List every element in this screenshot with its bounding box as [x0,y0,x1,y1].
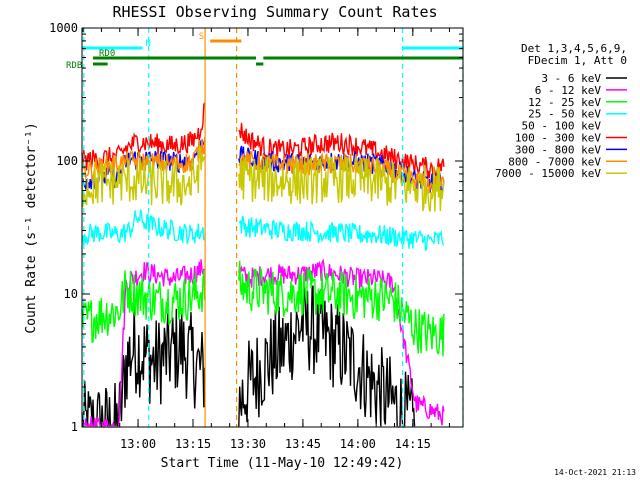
legend-label-2: 12 - 25 keV [528,96,601,109]
y-tick-label-0: 1 [71,420,78,434]
axes: 13:00 13:15 13:30 13:45 14:00 14:15 1 10 100 1000 [49,21,463,451]
series-1-line-0 [81,259,206,428]
chart-title: RHESSI Observing Summary Count Rates [112,3,437,21]
y-tick-label-3: 1000 [49,21,78,35]
x-tick-label-2: 13:30 [230,437,266,451]
x-tick-label-0: 13:00 [120,437,156,451]
series-8-line-0 [81,144,206,208]
legend-label-1: 6 - 12 keV [535,84,602,97]
legend-label-3: 25 - 50 keV [528,108,601,121]
legend-label-8: 7000 - 15000 keV [495,167,601,180]
legend-label-7: 800 - 7000 keV [508,155,601,168]
legend-label-0: 3 - 6 keV [541,72,601,85]
footer-timestamp: 14-Oct-2021 21:13 [554,468,636,477]
legend-header-line-1: Det 1,3,4,5,6,9, [521,42,627,55]
legend-header-line-2: FDecim 1, Att 0 [528,54,627,67]
legend-label-4: 50 - 100 keV [522,120,602,133]
x-tick-label-3: 13:45 [285,437,321,451]
x-tick-label-1: 13:15 [175,437,211,451]
legend: Det 1,3,4,5,6,9, FDecim 1, Att 0 3 - 6 k… [495,42,627,180]
series-2-line-0 [81,269,206,343]
x-tick-label-5: 14:15 [395,437,431,451]
y-axis-label: Count Rate (s⁻¹ detector⁻¹) [24,122,39,333]
plot-frame [81,27,464,428]
series-3-line-1 [238,215,445,251]
flag-label-rd0: RD0 [99,49,115,59]
series-8-line-1 [238,156,445,212]
series-0-line-0 [81,306,206,428]
legend-label-5: 100 - 300 keV [515,132,601,145]
x-tick-label-4: 14:00 [340,437,376,451]
flag-label-s: S [199,32,204,42]
flag-label-rdb: RDB [66,61,82,71]
series-0-line-1 [238,282,416,428]
flag-bars: N S RD0 RDB [66,32,463,71]
y-tick-label-1: 10 [64,287,78,301]
series-2-line-1 [238,260,445,357]
flag-label-n: N [145,39,150,49]
legend-label-6: 300 - 800 keV [515,143,601,156]
y-tick-label-2: 100 [56,154,78,168]
series-7-line-0 [81,137,206,182]
series-3-line-0 [81,209,206,246]
x-axis-label: Start Time (11-May-10 12:49:42) [161,456,404,471]
